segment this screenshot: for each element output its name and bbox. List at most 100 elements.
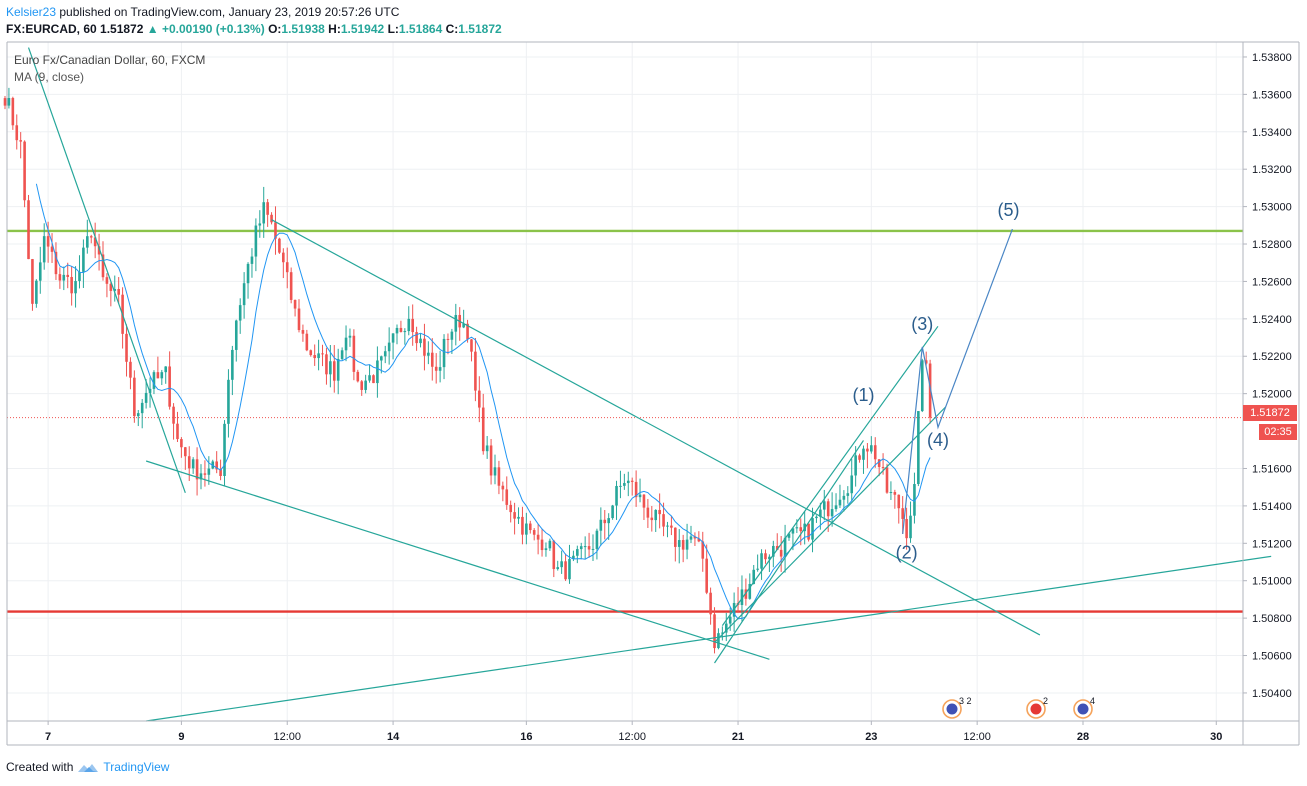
candle-up[interactable] <box>380 356 383 361</box>
candle-up[interactable] <box>35 280 38 304</box>
tradingview-link[interactable]: TradingView <box>103 760 170 774</box>
candle-down[interactable] <box>282 252 285 263</box>
candle-down[interactable] <box>93 237 97 247</box>
candle-down[interactable] <box>489 445 493 476</box>
candle-up[interactable] <box>254 225 258 257</box>
candle-up[interactable] <box>572 555 575 560</box>
author-link[interactable]: Kelsier23 <box>6 5 57 19</box>
candle-down[interactable] <box>297 308 301 331</box>
candle-up[interactable] <box>387 342 391 352</box>
candle-down[interactable] <box>285 262 289 273</box>
candle-up[interactable] <box>391 333 395 343</box>
candle-up[interactable] <box>623 483 626 486</box>
candle-down[interactable] <box>764 553 767 560</box>
candle-down[interactable] <box>313 355 316 359</box>
candle-down[interactable] <box>540 539 544 551</box>
candle-down[interactable] <box>133 377 136 417</box>
candle-down[interactable] <box>325 354 328 375</box>
trendline[interactable] <box>721 325 939 626</box>
event-badges[interactable]: 3 2 2 4 <box>942 696 1095 719</box>
candle-up[interactable] <box>317 353 320 359</box>
candle-up[interactable] <box>78 271 81 282</box>
candle-up[interactable] <box>42 236 46 263</box>
candle-up[interactable] <box>62 274 66 281</box>
candle-down[interactable] <box>924 360 928 364</box>
candle-down[interactable] <box>634 481 638 498</box>
candle-up[interactable] <box>560 561 563 568</box>
candle-down[interactable] <box>701 541 705 559</box>
candle-up[interactable] <box>760 553 763 569</box>
candle-down[interactable] <box>180 439 183 448</box>
candle-down[interactable] <box>521 516 524 535</box>
candle-up[interactable] <box>164 366 168 373</box>
candle-down[interactable] <box>101 254 105 278</box>
candle-up[interactable] <box>548 540 552 549</box>
candle-down[interactable] <box>474 351 477 391</box>
candle-down[interactable] <box>54 251 58 275</box>
candle-up[interactable] <box>595 530 599 549</box>
candle-up[interactable] <box>113 289 117 291</box>
candle-down[interactable] <box>681 540 685 550</box>
candle-down[interactable] <box>501 485 505 490</box>
event-badge[interactable]: 3 2 <box>942 696 972 719</box>
candle-down[interactable] <box>564 561 567 580</box>
candle-down[interactable] <box>176 423 179 440</box>
candle-up[interactable] <box>579 546 583 550</box>
candle-down[interactable] <box>27 200 30 260</box>
candle-down[interactable] <box>430 352 434 367</box>
candle-up[interactable] <box>583 546 587 548</box>
candle-down[interactable] <box>66 274 70 277</box>
candle-down[interactable] <box>129 361 132 378</box>
candle-down[interactable] <box>928 363 932 418</box>
candle-up[interactable] <box>752 569 756 584</box>
candle-up[interactable] <box>748 583 752 599</box>
candle-up[interactable] <box>654 509 658 521</box>
candle-down[interactable] <box>332 361 336 381</box>
candle-down[interactable] <box>372 375 375 384</box>
moving-average[interactable] <box>35 183 931 620</box>
candle-down[interactable] <box>646 507 650 518</box>
candle-up[interactable] <box>223 423 226 476</box>
candle-down[interactable] <box>266 202 269 215</box>
projection-path[interactable] <box>902 228 1013 534</box>
candle-up[interactable] <box>740 589 744 605</box>
candle-up[interactable] <box>768 556 771 560</box>
candle-down[interactable] <box>905 518 908 539</box>
candles[interactable] <box>3 87 932 654</box>
candle-down[interactable] <box>478 390 481 408</box>
candle-up[interactable] <box>258 223 262 226</box>
candle-up[interactable] <box>787 533 791 538</box>
candle-down[interactable] <box>779 549 783 557</box>
candle-down[interactable] <box>293 299 297 309</box>
candle-down[interactable] <box>23 141 26 201</box>
candle-up[interactable] <box>231 349 234 380</box>
event-badge[interactable]: 4 <box>1073 696 1095 719</box>
candle-down[interactable] <box>658 509 661 515</box>
candle-down[interactable] <box>356 371 360 382</box>
trendlines[interactable] <box>27 47 1272 722</box>
candle-up[interactable] <box>262 202 266 224</box>
candle-up[interactable] <box>246 263 250 284</box>
candle-up[interactable] <box>850 475 854 494</box>
candle-down[interactable] <box>858 455 861 460</box>
candle-up[interactable] <box>677 540 681 547</box>
candle-up[interactable] <box>136 413 140 417</box>
candle-down[interactable] <box>360 381 364 390</box>
candle-down[interactable] <box>587 546 591 550</box>
candle-up[interactable] <box>234 320 238 350</box>
candle-down[interactable] <box>630 480 634 482</box>
candle-down[interactable] <box>109 283 113 291</box>
candle-up[interactable] <box>795 527 799 529</box>
candle-up[interactable] <box>568 559 571 580</box>
candle-up[interactable] <box>250 256 254 264</box>
candle-up[interactable] <box>86 236 89 248</box>
candle-down[interactable] <box>125 333 128 362</box>
candle-down[interactable] <box>11 98 15 126</box>
candle-up[interactable] <box>38 262 42 281</box>
trendline[interactable] <box>146 555 1272 722</box>
candle-up[interactable] <box>403 331 407 333</box>
candle-up[interactable] <box>450 331 454 340</box>
candle-down[interactable] <box>58 274 62 281</box>
candle-up[interactable] <box>724 623 728 633</box>
